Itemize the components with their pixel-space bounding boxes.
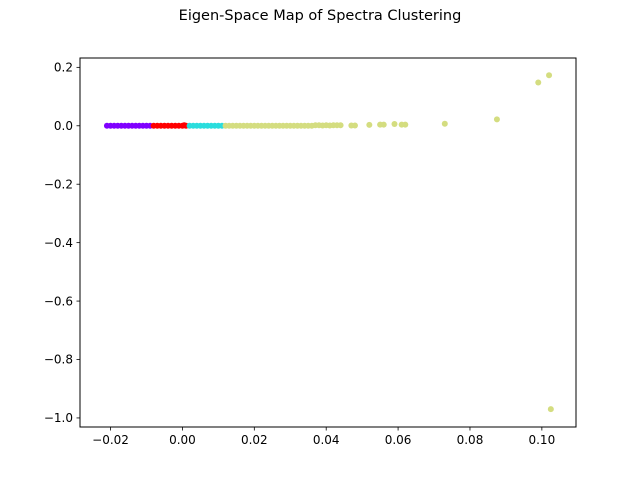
data-point-s3-44 bbox=[546, 72, 553, 79]
data-point-s3-42 bbox=[493, 116, 500, 123]
y-tick-label: −0.6 bbox=[44, 294, 73, 308]
y-axis: 0.2 0.0 −0.2 −0.4 −0.6 −0.8 −1.0 bbox=[44, 61, 80, 425]
x-tick-label: 0.06 bbox=[385, 433, 412, 447]
data-point-s3-45 bbox=[547, 406, 554, 413]
y-tick-label: −0.4 bbox=[44, 236, 73, 250]
data-point-s3-38 bbox=[391, 121, 398, 128]
x-axis: −0.02 0.00 0.02 0.04 0.06 0.08 0.10 bbox=[92, 427, 555, 447]
x-tick-label: 0.04 bbox=[313, 433, 340, 447]
data-point-s3-41 bbox=[441, 120, 448, 127]
data-point-s3-40 bbox=[402, 121, 409, 128]
x-tick-label: 0.02 bbox=[241, 433, 268, 447]
x-tick-label: −0.02 bbox=[92, 433, 129, 447]
data-point-s3-32 bbox=[337, 122, 344, 129]
y-tick-label: 0.0 bbox=[54, 119, 73, 133]
x-tick-label: 0.00 bbox=[169, 433, 196, 447]
data-point-s3-34 bbox=[351, 122, 358, 129]
x-tick-label: 0.10 bbox=[528, 433, 555, 447]
data-point-s3-37 bbox=[380, 121, 387, 128]
y-tick-label: −1.0 bbox=[44, 411, 73, 425]
y-tick-label: −0.8 bbox=[44, 353, 73, 367]
points-layer bbox=[103, 72, 554, 413]
y-tick-label: 0.2 bbox=[54, 61, 73, 75]
data-point-s3-43 bbox=[535, 79, 542, 86]
data-point-s1-10 bbox=[181, 122, 188, 129]
data-point-s3-35 bbox=[366, 121, 373, 128]
x-tick-label: 0.08 bbox=[457, 433, 484, 447]
plot-frame bbox=[79, 57, 577, 428]
y-tick-label: −0.2 bbox=[44, 177, 73, 191]
chart-title: Eigen-Space Map of Spectra Clustering bbox=[178, 8, 462, 24]
